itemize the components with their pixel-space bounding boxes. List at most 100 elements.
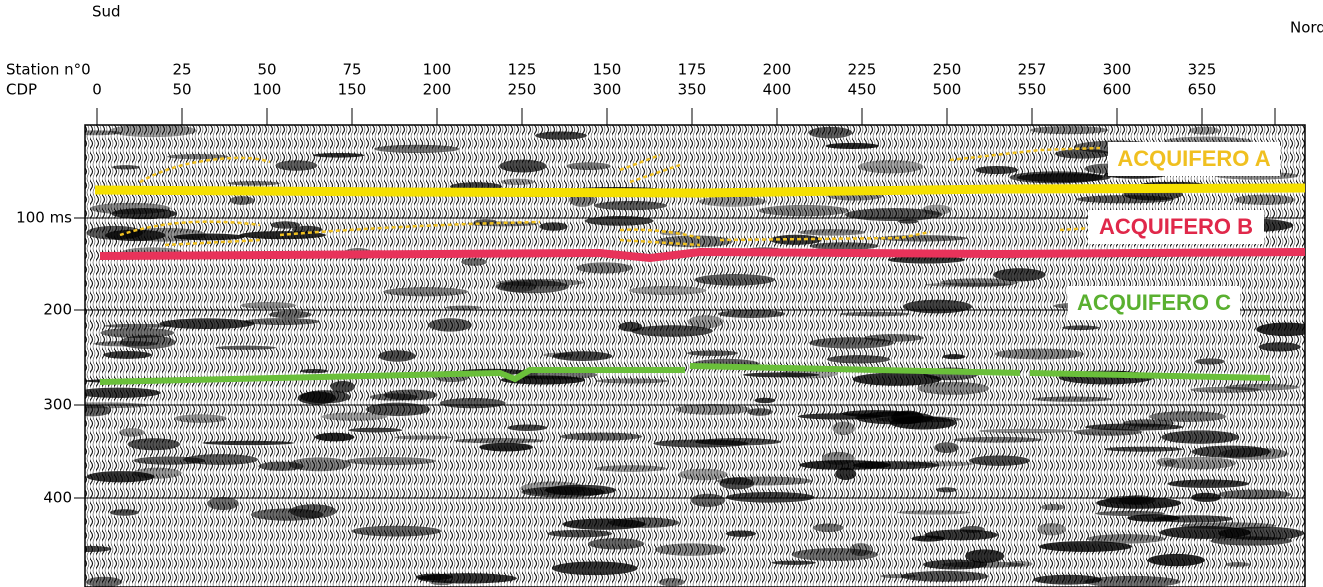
reflection bbox=[548, 530, 613, 538]
reflection bbox=[726, 530, 756, 536]
reflection bbox=[594, 201, 667, 210]
reflection bbox=[507, 425, 547, 431]
reflection bbox=[1156, 458, 1176, 467]
reflection bbox=[374, 145, 460, 153]
station-tick-label: 225 bbox=[848, 61, 877, 79]
reflection bbox=[656, 236, 732, 248]
reflection bbox=[903, 300, 972, 314]
cdp-tick-label: 400 bbox=[763, 81, 792, 99]
reflection bbox=[173, 233, 244, 240]
reflection bbox=[629, 286, 707, 295]
reflection bbox=[631, 325, 713, 336]
cdp-tick-label: 100 bbox=[253, 81, 282, 99]
reflection bbox=[924, 529, 998, 540]
reflection bbox=[1037, 523, 1066, 535]
reflection bbox=[1149, 411, 1226, 422]
reflection bbox=[1148, 554, 1205, 566]
reflection bbox=[202, 441, 293, 445]
reflection bbox=[853, 461, 939, 469]
time-tick-label: 100 ms bbox=[16, 209, 72, 227]
cdp-tick-label: 50 bbox=[172, 81, 191, 99]
cdp-tick-label: 250 bbox=[508, 81, 537, 99]
aquifer-label: ACQUIFERO C bbox=[1077, 290, 1231, 315]
aquifer-label: ACQUIFERO B bbox=[1099, 214, 1253, 239]
reflection bbox=[1062, 325, 1099, 330]
reflection bbox=[539, 222, 567, 230]
cdp-tick-label: 650 bbox=[1188, 81, 1217, 99]
reflection bbox=[934, 442, 958, 453]
reflection bbox=[112, 165, 140, 169]
cdp-tick-label: 600 bbox=[1103, 81, 1132, 99]
reflection bbox=[560, 433, 642, 441]
reflection bbox=[687, 350, 738, 356]
station-tick-label: 150 bbox=[593, 61, 622, 79]
reflection bbox=[1210, 536, 1292, 545]
reflection bbox=[313, 153, 364, 158]
reflection bbox=[979, 429, 1075, 433]
reflection bbox=[1234, 195, 1295, 205]
reflection bbox=[1032, 397, 1112, 402]
station-tick-label: 257 bbox=[1018, 61, 1047, 79]
reflection bbox=[1161, 430, 1239, 443]
reflection bbox=[76, 388, 161, 398]
reflection bbox=[566, 162, 610, 170]
reflection bbox=[840, 312, 910, 317]
reflection bbox=[543, 353, 573, 358]
reflection bbox=[747, 408, 772, 416]
reflection bbox=[925, 283, 1013, 287]
reflection bbox=[1104, 447, 1183, 452]
reflection bbox=[880, 574, 916, 578]
reflection bbox=[159, 318, 254, 329]
reflection bbox=[228, 181, 280, 185]
reflection bbox=[995, 349, 1084, 360]
reflection bbox=[207, 497, 239, 510]
reflection bbox=[1030, 126, 1109, 134]
reflection bbox=[1017, 173, 1111, 182]
reflection bbox=[792, 548, 879, 561]
reflection bbox=[111, 208, 176, 219]
reflection bbox=[383, 287, 468, 296]
reflection bbox=[588, 538, 644, 549]
reflection bbox=[835, 468, 856, 480]
reflection bbox=[501, 282, 537, 292]
reflection bbox=[754, 398, 775, 403]
reflection bbox=[827, 355, 890, 363]
reflection bbox=[104, 324, 171, 328]
reflection bbox=[1190, 387, 1260, 393]
reflection bbox=[352, 526, 442, 537]
reflection bbox=[394, 435, 451, 439]
reflection bbox=[936, 487, 957, 492]
reflection bbox=[499, 160, 546, 173]
reflection bbox=[1041, 504, 1064, 510]
cdp-tick-label: 350 bbox=[678, 81, 707, 99]
reflection bbox=[174, 414, 226, 423]
reflection bbox=[275, 160, 317, 170]
reflection bbox=[695, 438, 781, 445]
reflection bbox=[1007, 561, 1033, 567]
reflection bbox=[969, 455, 1030, 465]
cdp-label: CDP bbox=[6, 81, 37, 99]
cdp-tick-label: 450 bbox=[848, 81, 877, 99]
cdp-tick-label: 300 bbox=[593, 81, 622, 99]
cdp-tick-label: 150 bbox=[338, 81, 367, 99]
station-tick-label: 200 bbox=[763, 61, 792, 79]
reflection bbox=[799, 229, 865, 236]
reflection bbox=[659, 578, 685, 586]
reflection bbox=[383, 390, 437, 401]
station-tick-label: 325 bbox=[1188, 61, 1217, 79]
reflection bbox=[1119, 495, 1156, 505]
reflection bbox=[822, 452, 855, 465]
reflection bbox=[743, 372, 819, 377]
reflection bbox=[1192, 446, 1271, 458]
reflection bbox=[521, 486, 604, 497]
reflection bbox=[897, 510, 970, 514]
reflection bbox=[501, 179, 535, 185]
reflection bbox=[416, 574, 452, 581]
reflection bbox=[240, 302, 296, 309]
station-tick-label: 25 bbox=[172, 61, 191, 79]
reflection bbox=[810, 242, 879, 250]
reflection bbox=[120, 335, 176, 349]
reflection bbox=[230, 196, 254, 205]
reflection bbox=[133, 468, 182, 479]
reflection bbox=[378, 350, 415, 361]
